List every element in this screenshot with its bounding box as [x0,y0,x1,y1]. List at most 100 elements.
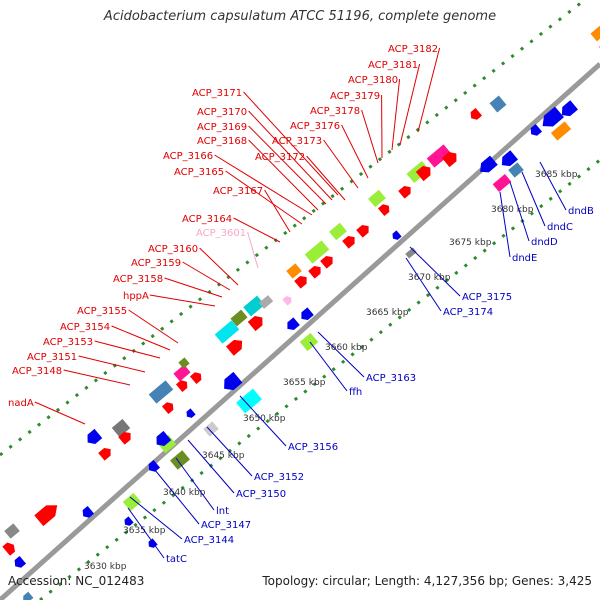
gene-box [4,523,20,539]
gene-label-forward-leader [341,124,369,179]
gene-label-reverse-leader [405,257,442,312]
gene-arrow-forward [175,380,188,393]
gene-box [550,121,572,141]
gene-label-forward-leader [214,154,313,216]
gene-label-reverse: dndD [531,237,558,248]
gene-box [368,189,386,208]
gene-arrow-reverse [87,428,103,444]
scale-label: 3655 kbp [283,378,326,388]
gene-arrow-forward [320,256,333,269]
gene-arrow-reverse [148,538,158,548]
gene-label-forward-leader [417,47,441,133]
gene-arrow-forward [308,266,321,279]
gene-label-forward: ACP_3168 [197,136,247,147]
gene-label-reverse-leader [187,439,235,494]
gene-label-reverse: tatC [166,554,187,565]
gene-arrow-forward [247,316,263,332]
gene-label-reverse-leader [127,507,165,559]
gene-label-forward: ACP_3151 [27,352,77,363]
gene-label-forward: ACP_3176 [290,121,340,132]
gene-box [203,421,219,437]
gene-arrow-reverse [124,516,134,526]
gene-arrow-forward [189,372,202,385]
gene-label-forward: ACP_3171 [192,88,242,99]
gene-label-forward-leader [128,309,179,344]
gene-label-forward-leader [78,355,146,373]
gene-box [329,222,347,241]
gene-label-forward-leader [149,294,216,307]
gene-label-forward: ACP_3181 [368,60,418,71]
gene-arrow-forward [161,402,174,415]
gene-label-reverse: ACP_3156 [288,442,338,453]
gene-box [286,263,302,279]
gene-arrow-reverse [287,317,300,330]
gene-label-forward: ACP_3166 [163,151,213,162]
gene-arrow-forward [282,296,292,306]
scale-label: 3670 kbp [408,273,451,283]
gene-box [299,332,319,352]
scale-label: 3660 kbp [325,343,368,353]
gene-label-reverse: ffh [349,387,362,398]
gene-box [236,388,262,414]
gene-label-forward-leader [63,369,131,386]
gene-label-reverse: dndE [512,253,537,264]
gene-arrow-forward [294,276,307,289]
gene-label-forward-leader [164,277,223,298]
gene-label-faded: ACP_3601 [196,228,246,239]
gene-box [243,295,265,317]
scale-label: 3645 kbp [202,451,245,461]
gene-label-forward: ACP_3180 [348,75,398,86]
gene-arrow-forward [441,152,457,168]
accession-label: Accession: NC_012483 [8,574,145,588]
gene-box [111,418,131,438]
gene-label-reverse-leader [317,331,365,378]
gene-arrow-reverse [530,123,543,136]
gene-arrow-forward [98,448,111,461]
gene-label-forward-leader [264,189,291,233]
gene-label-reverse-leader [206,426,253,477]
gene-label-forward: ACP_3160 [148,244,198,255]
gene-label-forward: ACP_3159 [131,258,181,269]
gene-box [148,380,174,404]
gene-arrow-reverse [156,430,172,446]
gene-box [492,174,512,192]
gene-label-forward-leader [34,401,86,425]
scale-label: 3665 kbp [366,308,409,318]
gene-arrow-reverse [301,307,314,320]
gene-label-reverse: dndB [568,206,594,217]
gene-label-forward: ACP_3154 [60,322,110,333]
gene-label-forward: ACP_3155 [77,306,127,317]
gene-label-reverse: ACP_3175 [462,292,512,303]
scale-label: 3680 kbp [491,205,534,215]
gene-label-reverse: ACP_3152 [254,472,304,483]
gene-arrow-forward [226,339,243,356]
gene-box [122,492,142,512]
gene-label-forward: ACP_3178 [310,106,360,117]
gene-label-reverse-leader [521,171,546,227]
gene-arrow-reverse [148,459,161,472]
scale-label: 3685 kbp [535,170,578,180]
gene-box [214,320,240,344]
gene-label-forward-leader [391,78,401,151]
gene-label-faded-leader [247,231,259,269]
gene-box [304,240,330,264]
gene-box [178,357,190,369]
gene-label-forward: ACP_3153 [43,337,93,348]
gene-label-reverse: ACP_3144 [184,535,234,546]
gene-label-forward: ACP_3167 [213,186,263,197]
scale-label: 3675 kbp [449,238,492,248]
gene-label-reverse: ACP_3174 [443,307,493,318]
gene-label-forward-leader [323,139,359,189]
gene-label-forward-leader [306,155,346,201]
gene-arrow-forward [118,432,131,445]
gene-label-forward-leader [225,170,303,225]
scale-label: 3640 kbp [163,488,206,498]
gene-label-reverse-leader [129,496,183,540]
gene-label-reverse: lnt [216,506,229,517]
gene-arrow-forward [2,542,16,556]
gene-label-forward-leader [233,217,281,243]
gene-arrow-forward [34,505,58,527]
gene-label-forward-leader [94,340,161,359]
scale-label: 3630 kbp [84,562,127,572]
gene-label-forward: ACP_3169 [197,122,247,133]
